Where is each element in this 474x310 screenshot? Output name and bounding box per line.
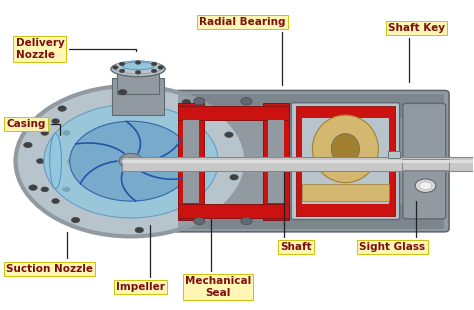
Circle shape [196, 211, 204, 216]
Circle shape [135, 61, 141, 64]
Bar [402, 159, 449, 170]
Circle shape [241, 98, 252, 105]
Circle shape [113, 66, 118, 69]
Text: Radial Bearing: Radial Bearing [199, 17, 286, 85]
Circle shape [151, 69, 157, 73]
Text: Mechanical
Seal: Mechanical Seal [185, 219, 251, 298]
Circle shape [119, 153, 143, 169]
Circle shape [52, 199, 59, 204]
Circle shape [119, 69, 125, 73]
FancyBboxPatch shape [403, 104, 446, 219]
Ellipse shape [50, 134, 62, 189]
Circle shape [29, 185, 37, 190]
Circle shape [36, 159, 44, 164]
Text: Shaft Key: Shaft Key [388, 23, 445, 82]
Ellipse shape [331, 134, 359, 164]
Bar [388, 151, 400, 158]
Circle shape [24, 142, 32, 148]
Bar [121, 157, 474, 171]
Text: Delivery
Nozzle: Delivery Nozzle [16, 38, 136, 60]
Circle shape [118, 90, 127, 95]
Bar [112, 78, 164, 115]
Circle shape [135, 227, 144, 233]
Circle shape [41, 187, 48, 192]
Circle shape [158, 66, 164, 69]
Ellipse shape [312, 115, 378, 183]
Circle shape [119, 62, 125, 66]
Circle shape [194, 217, 205, 225]
Bar [268, 120, 284, 203]
Ellipse shape [45, 115, 66, 207]
FancyBboxPatch shape [173, 91, 449, 232]
Circle shape [70, 121, 192, 201]
FancyBboxPatch shape [291, 103, 400, 219]
FancyBboxPatch shape [263, 103, 289, 219]
Circle shape [419, 182, 432, 190]
Text: Sight Glass: Sight Glass [359, 201, 426, 252]
Ellipse shape [113, 61, 163, 74]
Text: Impeller: Impeller [116, 225, 165, 292]
Ellipse shape [122, 62, 154, 70]
Circle shape [241, 217, 252, 225]
Circle shape [194, 98, 205, 105]
Ellipse shape [111, 61, 165, 77]
Bar [178, 204, 444, 229]
Bar [121, 160, 474, 163]
Circle shape [41, 131, 48, 135]
Circle shape [44, 104, 218, 218]
Bar [178, 204, 289, 218]
Circle shape [182, 100, 191, 105]
Circle shape [52, 119, 59, 124]
Bar [117, 70, 159, 94]
Text: Suction Nozzle: Suction Nozzle [6, 232, 93, 274]
Circle shape [135, 70, 141, 74]
Circle shape [230, 175, 238, 180]
FancyBboxPatch shape [296, 106, 395, 216]
Circle shape [63, 131, 70, 135]
Bar [178, 106, 289, 120]
FancyBboxPatch shape [178, 103, 204, 219]
Bar [302, 118, 389, 204]
Text: Casing: Casing [6, 119, 60, 135]
Circle shape [415, 179, 436, 193]
Bar [178, 94, 444, 118]
Circle shape [67, 159, 75, 164]
Circle shape [71, 217, 80, 223]
Circle shape [63, 187, 70, 192]
Text: Shaft: Shaft [280, 172, 312, 252]
Circle shape [225, 132, 233, 137]
Circle shape [58, 106, 66, 111]
Circle shape [16, 86, 246, 237]
Bar [302, 184, 389, 201]
Bar [183, 120, 199, 203]
Circle shape [151, 62, 157, 66]
